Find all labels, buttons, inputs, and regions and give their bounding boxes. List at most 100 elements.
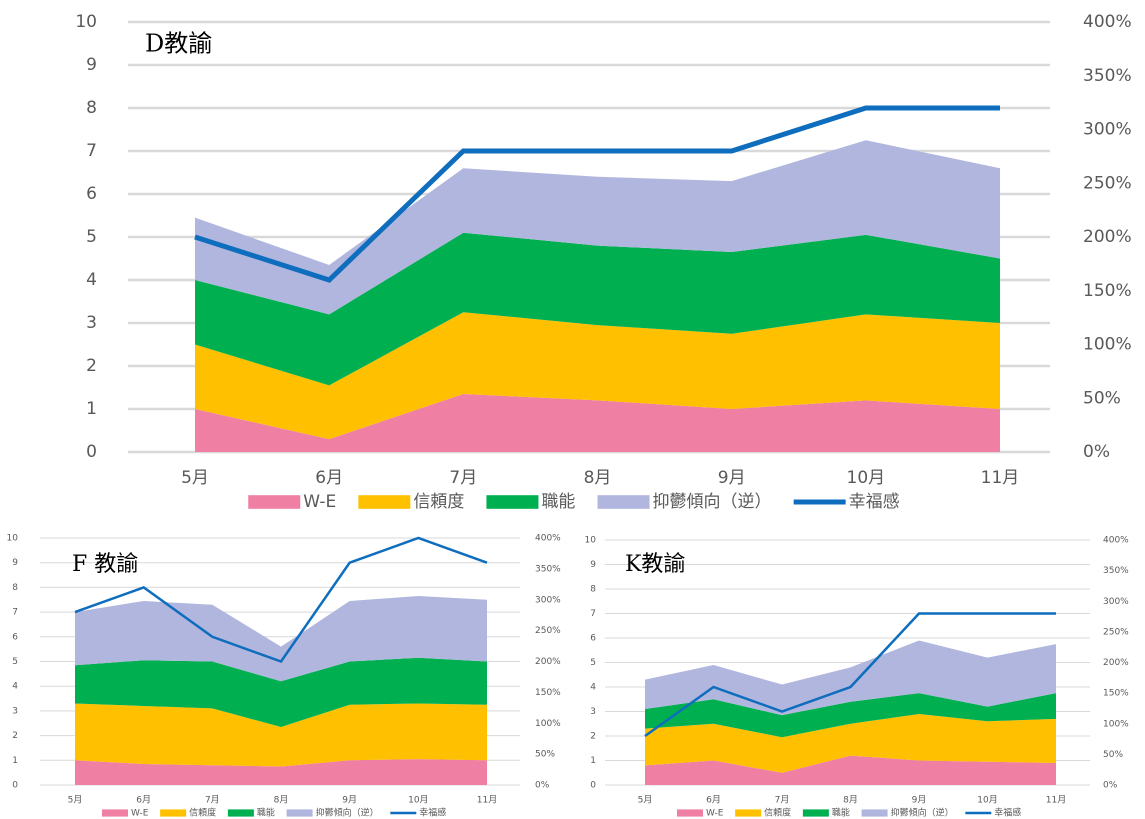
y2-tick-label: 100% [1103,719,1129,729]
legend-swatch [597,495,650,509]
legend-label: 職能 [832,807,850,819]
legend-swatch [160,809,187,817]
y-tick-label: 9 [590,560,596,570]
x-tick-label: 5月 [181,468,209,488]
line [74,536,488,664]
legend-label: W-E [303,492,336,512]
y-tick-label: 1 [590,756,596,766]
y2-tick-label: 250% [535,626,561,636]
y2-tick-label: 50% [1103,750,1123,760]
x-tick-label: 9月 [912,795,927,806]
x-tick-label: 10月 [408,795,428,806]
x-tick-label: 5月 [638,795,653,806]
legend-swatch [735,809,762,817]
y2-tick-label: 250% [1083,173,1132,193]
x-tick-label: 7月 [449,468,477,488]
y-tick-label: 7 [86,141,97,161]
y-tick-label: 2 [12,731,18,741]
legend: W-E 信頼度 職能 抑鬱傾向（逆） 幸福感 [676,807,1021,819]
y-tick-label: 7 [590,609,596,619]
x-tick-label: 6月 [136,795,151,806]
legend-label: 幸福感 [419,807,446,819]
x-tick-label: 7月 [205,795,220,806]
y-tick-label: 9 [12,558,18,568]
x-tick-label: 8月 [584,468,612,488]
y-tick-label: 3 [12,706,18,716]
legend-label: 抑鬱傾向（逆） [316,807,379,819]
y2-tick-label: 350% [1103,566,1129,576]
y-tick-label: 8 [590,585,596,595]
area [645,713,1056,773]
area [195,140,1000,315]
legend-swatch [227,809,254,817]
area [645,640,1056,716]
y-tick-label: 4 [12,682,18,692]
x-tick-label: 11月 [1046,795,1066,806]
legend-label: 幸福感 [849,492,900,512]
legend-label: 職能 [257,807,275,819]
y2-tick-label: 0% [1083,442,1110,462]
legend: W-E 信頼度 職能 抑鬱傾向（逆） 幸福感 [101,807,446,819]
chart: 0123456789100%50%100%150%200%250%300%350… [585,536,1130,819]
y2-tick-label: 300% [1083,120,1132,140]
area [195,232,1000,386]
chart: 0123456789100%50%100%150%200%250%300%350… [7,534,562,819]
x-tick-label: 9月 [342,795,357,806]
area [75,703,487,767]
area [645,755,1056,785]
y-tick-label: 0 [590,781,596,791]
x-tick-label: 8月 [843,795,858,806]
y2-tick-label: 300% [1103,597,1129,607]
legend-swatch [802,809,829,817]
y-tick-label: 6 [590,634,596,644]
legend-label: W-E [131,809,149,819]
y-tick-label: 6 [12,632,18,642]
legend-swatch [676,809,703,817]
area [645,693,1056,738]
y2-tick-label: 50% [535,750,555,760]
area [195,393,1000,452]
y2-tick-label: 350% [535,564,561,574]
y2-tick-label: 150% [1083,281,1132,301]
y-tick-label: 10 [7,534,19,544]
legend-label: 幸福感 [994,807,1021,819]
x-tick-label: 5月 [68,795,83,806]
area [75,657,487,727]
legend-swatch [248,495,301,509]
y-tick-label: 5 [86,227,97,247]
x-tick-label: 7月 [775,795,790,806]
y2-tick-label: 400% [535,534,561,544]
legend-swatch [486,495,539,509]
x-tick-label: 10月 [977,795,997,806]
y2-tick-label: 150% [535,688,561,698]
y-tick-label: 9 [86,55,97,75]
area [75,596,487,682]
area [195,312,1000,440]
y-tick-label: 5 [12,657,18,667]
x-tick-label: 10月 [847,468,886,488]
y-tick-label: 3 [590,707,596,717]
y2-tick-label: 100% [1083,335,1132,355]
legend-label: 信頼度 [413,492,464,512]
legend-label: 抑鬱傾向（逆） [891,807,954,819]
line [644,612,1056,738]
y2-tick-label: 100% [535,719,561,729]
legend-swatch [101,809,128,817]
y-tick-label: 0 [86,442,97,462]
legend-label: W-E [706,809,724,819]
y-tick-label: 4 [86,270,97,290]
y-tick-label: 5 [590,658,596,668]
y2-tick-label: 400% [1083,12,1132,32]
line [194,105,1000,283]
x-tick-label: 11月 [477,795,497,806]
y-tick-label: 7 [12,608,18,618]
chart-title: K教諭 [625,552,685,577]
x-tick-label: 11月 [981,468,1020,488]
legend-swatch [286,809,313,817]
y-tick-label: 1 [12,756,18,766]
y2-tick-label: 250% [1103,627,1129,637]
legend-label: 信頼度 [764,807,791,819]
chart-title: F 教諭 [72,552,138,577]
y-tick-label: 10 [75,12,97,32]
